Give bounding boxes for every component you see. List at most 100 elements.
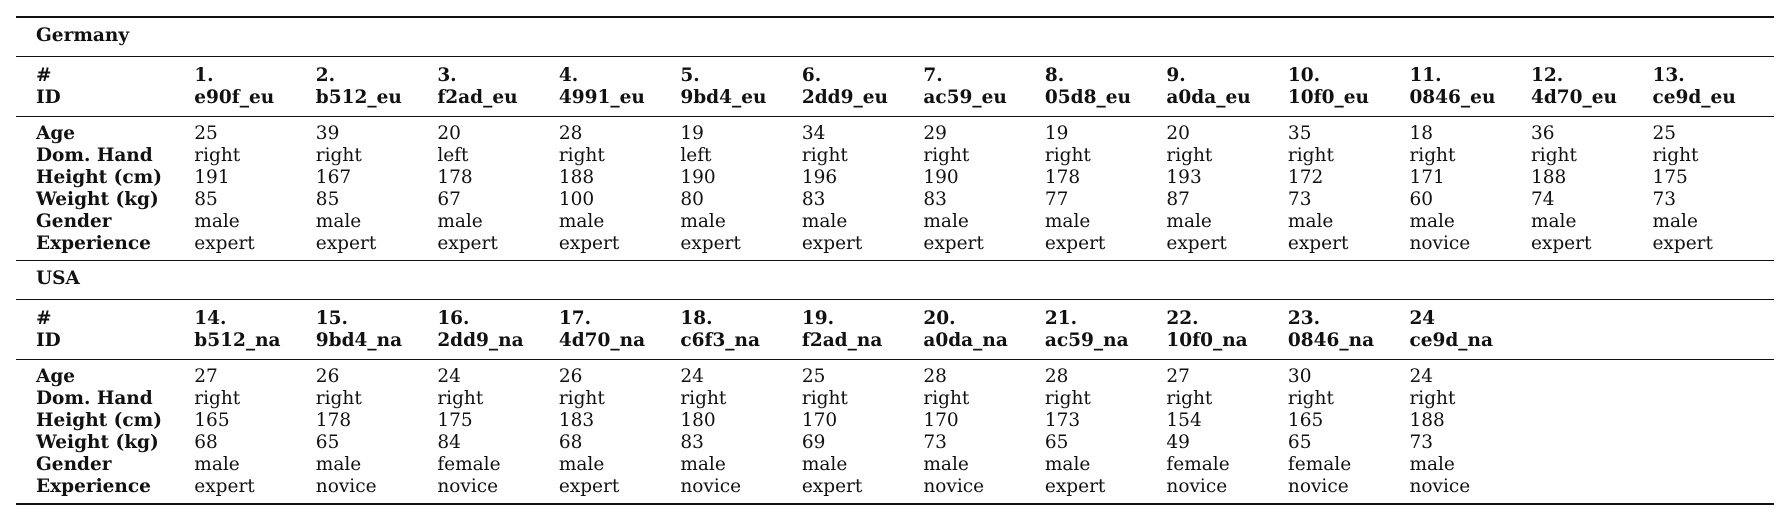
cell-age: 29 [923, 123, 947, 144]
cell-weight: 65 [315, 432, 340, 453]
cell-height: 188 [558, 167, 595, 188]
cell-age: 27 [1166, 366, 1190, 387]
cell-weight: 73 [923, 432, 947, 453]
cell-age: 26 [315, 366, 340, 387]
cell-experience: novice [1409, 476, 1471, 497]
cell-weight: 65 [1287, 432, 1312, 453]
cell-gender: male [194, 454, 240, 475]
participant-id: ac59_na [1044, 330, 1129, 351]
cell-gender: male [1409, 211, 1455, 232]
cell-weight: 87 [1166, 189, 1190, 210]
cell-height: 196 [801, 167, 838, 188]
row-height: Height (cm) 191 167 178 188 190 196 190 178 193 17… [16, 167, 1774, 189]
cell-experience: expert [194, 476, 255, 497]
row-label-height: Height (cm) [36, 167, 162, 188]
cell-weight: 83 [801, 189, 826, 210]
cell-height: 165 [194, 410, 230, 431]
cell-gender: male [558, 454, 605, 475]
participant-number: 6. [801, 65, 822, 86]
participant-id: ac59_eu [923, 87, 1007, 108]
participant-number: 8. [1044, 65, 1065, 86]
participant-id: 4991_eu [558, 87, 645, 108]
cell-age [1652, 366, 1774, 388]
participant-id: c6f3_na [680, 330, 760, 351]
row-label-number: # [36, 308, 52, 329]
row-label-experience: Experience [36, 233, 151, 254]
cell-weight: 74 [1530, 189, 1555, 210]
cell-weight: 85 [194, 189, 218, 210]
data-table: Age 27 26 24 26 24 25 28 28 27 30 24 Dom. Hand right r… [16, 366, 1774, 498]
cell-height: 178 [1044, 167, 1081, 188]
participants-table: Germany #1. 2. 3. 4. 5. 6. 7. 8. 9. 10. 11. 12. 13. ID… [16, 16, 1774, 505]
participant-id: ce9d_eu [1652, 87, 1736, 108]
participant-number: 5. [680, 65, 700, 86]
cell-age: 24 [1409, 366, 1433, 387]
cell-height: 172 [1287, 167, 1324, 188]
cell-height: 173 [1044, 410, 1081, 431]
cell-weight: 65 [1044, 432, 1069, 453]
cell-height: 175 [1652, 167, 1688, 188]
cell-dom-hand: right [801, 145, 848, 166]
cell-experience: expert [1652, 233, 1713, 254]
cell-experience: expert [194, 233, 255, 254]
participant-id: 4d70_eu [1530, 87, 1617, 108]
cell-age: 26 [558, 366, 583, 387]
cell-gender [1531, 454, 1653, 476]
cell-dom-hand: right [680, 388, 727, 409]
cell-experience: expert [1166, 233, 1227, 254]
participant-number: 15. [315, 308, 348, 329]
participant-number: 12. [1530, 65, 1564, 86]
cell-experience: novice [923, 476, 985, 497]
cell-experience: novice [680, 476, 742, 497]
row-dom-hand: Dom. Hand right right right right right right r… [16, 388, 1774, 410]
cell-gender: male [1652, 211, 1698, 232]
cell-age: 24 [437, 366, 461, 387]
cell-gender: male [680, 454, 726, 475]
cell-height: 188 [1409, 410, 1445, 431]
cell-experience: expert [558, 476, 620, 497]
cell-height: 178 [437, 167, 473, 188]
cell-experience: novice [1409, 233, 1471, 254]
row-number: #1. 2. 3. 4. 5. 6. 7. 8. 9. 10. 11. 12. 13. [16, 65, 1774, 87]
cell-age: 34 [801, 123, 826, 144]
participant-id: b512_eu [315, 87, 402, 108]
cell-age: 25 [1652, 123, 1677, 144]
cell-age: 27 [194, 366, 218, 387]
cell-dom-hand [1652, 388, 1774, 410]
row-label-dom-hand: Dom. Hand [36, 388, 153, 409]
section-title-usa: USA [36, 268, 80, 289]
cell-dom-hand: right [1166, 388, 1213, 409]
participant-id: ce9d_na [1409, 330, 1493, 351]
participant-number: 20. [923, 308, 956, 329]
cell-gender: female [437, 454, 501, 475]
participant-id: 2dd9_na [437, 330, 524, 351]
cell-height: 165 [1287, 410, 1324, 431]
participant-number: 23. [1287, 308, 1321, 329]
cell-gender: male [1287, 211, 1334, 232]
cell-weight: 83 [680, 432, 704, 453]
participant-id: 0846_eu [1409, 87, 1496, 108]
row-gender: Gender male male male male male male male male ma… [16, 211, 1774, 233]
cell-gender: male [437, 211, 483, 232]
row-label-number: # [36, 65, 52, 86]
participant-id: 0846_na [1287, 330, 1375, 351]
participant-id: b512_na [194, 330, 281, 351]
row-label-id: ID [36, 87, 61, 108]
row-dom-hand: Dom. Hand right right left right left right rig… [16, 145, 1774, 167]
row-age: Age 25 39 20 28 19 34 29 19 20 35 18 36 25 [16, 123, 1774, 145]
cell-gender: male [1530, 211, 1577, 232]
cell-age: 25 [194, 123, 218, 144]
participant-number: 3. [437, 65, 457, 86]
participant-id [1531, 330, 1653, 352]
cell-height: 180 [680, 410, 716, 431]
participant-id: 2dd9_eu [801, 87, 888, 108]
table-sections: Germany #1. 2. 3. 4. 5. 6. 7. 8. 9. 10. 11. 12. 13. ID… [16, 18, 1774, 505]
cell-dom-hand: right [1044, 145, 1091, 166]
participant-number: 22. [1166, 308, 1199, 329]
participant-id: 10f0_eu [1287, 87, 1369, 108]
header-table: #14. 15. 16. 17. 18. 19. 20. 21. 22. 23. 24 ID b512_… [16, 308, 1774, 352]
participant-id: a0da_na [923, 330, 1008, 351]
cell-gender: male [801, 211, 848, 232]
participant-id: e90f_eu [194, 87, 275, 108]
row-label-age: Age [36, 366, 76, 387]
